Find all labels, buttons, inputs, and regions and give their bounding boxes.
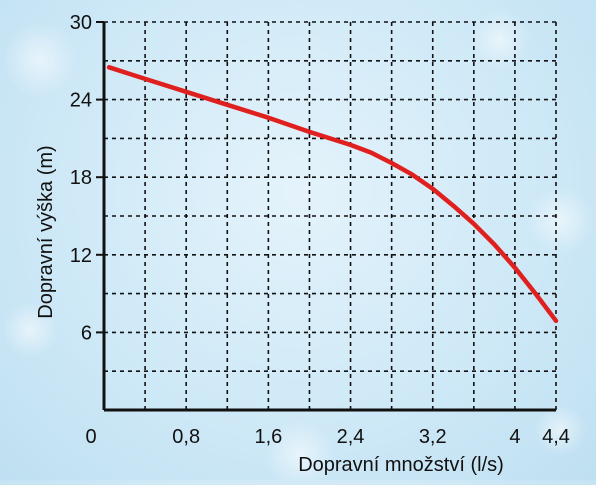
x-tick-label: 4,4 [542, 426, 570, 448]
y-axis-label: Dopravní výška (m) [35, 145, 57, 318]
data-point [308, 131, 311, 133]
data-point [534, 293, 537, 295]
data-point [411, 174, 413, 176]
series-line [106, 65, 559, 324]
data-point [452, 205, 454, 207]
data-point [370, 152, 372, 154]
background-bubbles [2, 10, 594, 485]
x-tick-label: 1,6 [254, 426, 282, 448]
data-point [432, 188, 434, 190]
grid [104, 21, 557, 410]
data-point [144, 78, 146, 80]
data-point [391, 162, 393, 164]
y-tick-label: 30 [70, 12, 92, 34]
data-point [108, 66, 110, 68]
x-axis-label: Dopravní množství (l/s) [298, 454, 504, 476]
y-tick-label: 6 [81, 322, 92, 344]
labels: 30 24 18 12 6 0 0,8 1,6 2,4 3,2 4 4,4 Dopravní množs… [35, 12, 570, 476]
x-tick-label: 3,2 [419, 426, 447, 448]
data-point [349, 144, 352, 146]
data-point [267, 117, 269, 119]
axes [96, 21, 556, 412]
x-tick-label: 0,8 [172, 426, 200, 448]
data-point [473, 223, 475, 225]
data-point [514, 267, 516, 269]
y-tick-label: 24 [70, 90, 92, 112]
y-tick-label: 12 [70, 245, 92, 267]
y-tick-label: 18 [70, 167, 92, 189]
series [106, 65, 559, 324]
x-tick-label: 4 [509, 426, 520, 448]
x-tick-label: 0 [85, 426, 96, 448]
data-point [555, 320, 557, 322]
data-point [185, 91, 187, 93]
data-point [493, 243, 495, 246]
data-point [226, 104, 228, 106]
x-tick-label: 2,4 [337, 426, 365, 448]
